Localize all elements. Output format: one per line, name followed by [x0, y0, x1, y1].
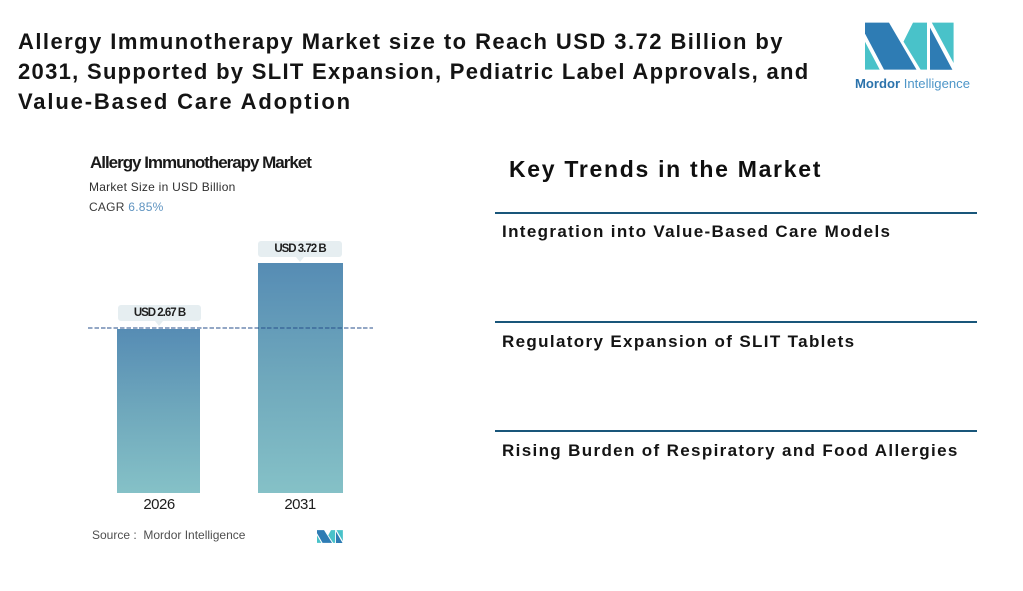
svg-text:Mordor Intelligence: Mordor Intelligence	[855, 76, 970, 91]
